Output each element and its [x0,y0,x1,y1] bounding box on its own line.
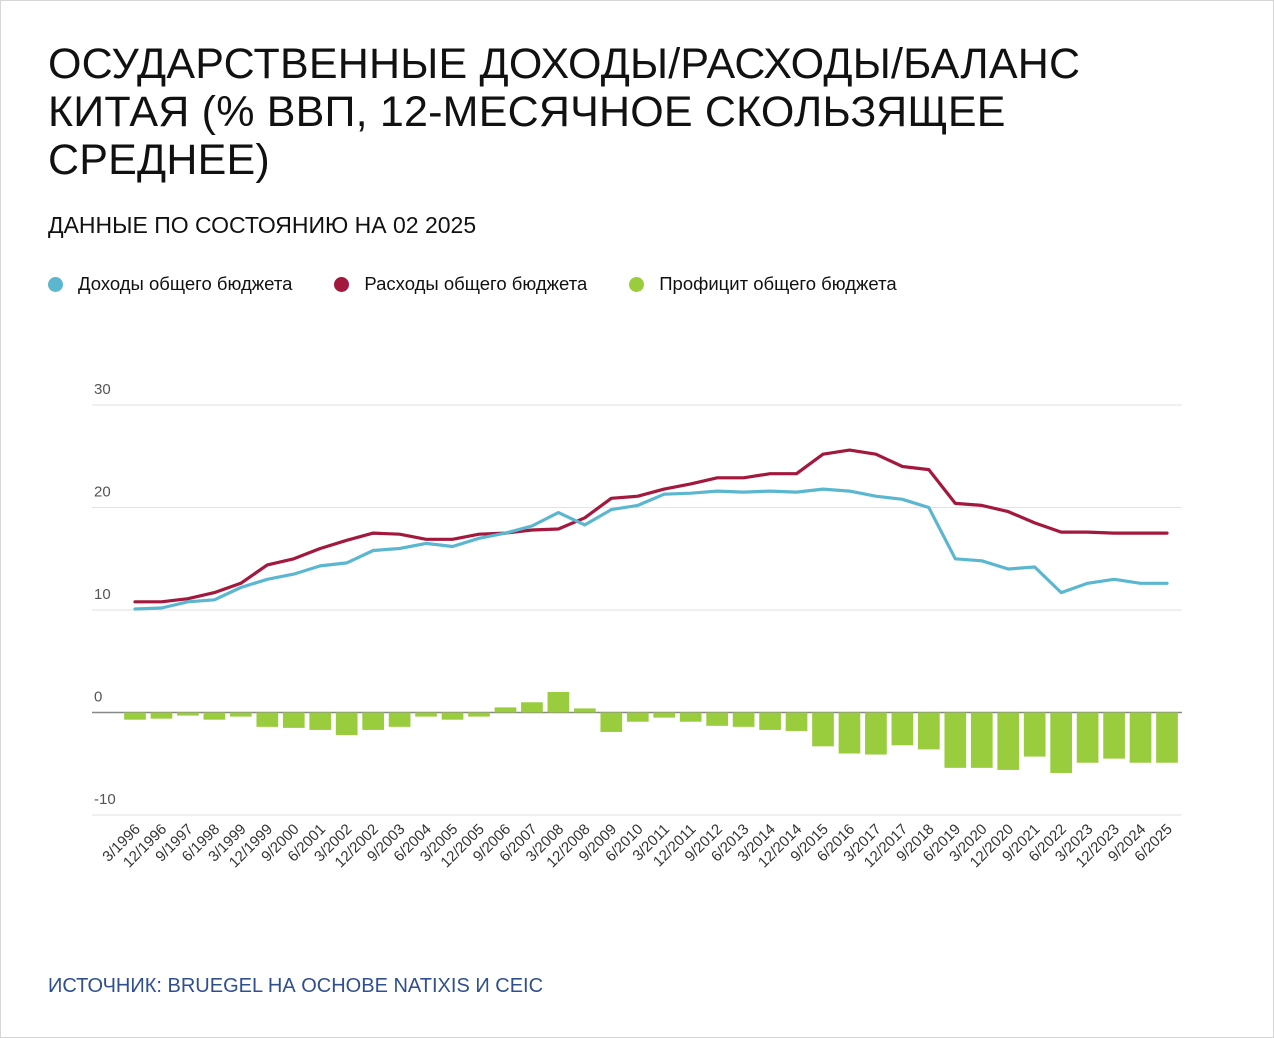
y-tick-label: 30 [94,381,111,398]
chart-title: ОСУДАРСТВЕННЫЕ ДОХОДЫ/РАСХОДЫ/БАЛАНС КИТ… [48,40,1081,184]
surplus-bar [494,707,517,713]
surplus-bar [124,712,146,720]
surplus-bar [521,702,543,713]
surplus-bar [944,712,967,768]
legend: Доходы общего бюджета Расходы общего бюд… [48,273,939,295]
surplus-bar [1103,712,1125,759]
surplus-bar [812,712,834,747]
surplus-bar [600,712,623,732]
expenditure-line [133,448,1169,604]
surplus-bar [785,712,808,731]
surplus-bar [335,712,358,736]
surplus-bar [1129,712,1152,763]
legend-dot-surplus [629,276,645,292]
surplus-bar [865,712,887,755]
legend-label-surplus: Профицит общего бюджета [659,273,897,294]
surplus-bar [547,692,570,713]
source-note: ИСТОЧНИК: BRUEGEL НА ОСНОВЕ NATIXIS И CE… [48,975,544,997]
legend-dot-expenditure [334,276,350,292]
surplus-bar [997,712,1020,770]
surplus-bar [415,712,437,717]
surplus-bar [626,712,649,722]
surplus-bar [1156,712,1178,763]
surplus-bar [282,712,305,728]
surplus-bar [573,708,596,713]
legend-dot-revenue [48,276,63,292]
legend-item-surplus: Профицит общего бюджета [629,273,897,295]
surplus-bar [838,712,861,754]
surplus-bar [653,712,676,718]
surplus-bar [1050,712,1073,773]
surplus-bar [203,712,226,720]
y-tick-label: 20 [94,484,111,501]
y-tick-label: -10 [94,791,116,808]
surplus-bar [891,712,914,746]
y-tick-label: 10 [94,586,111,603]
surplus-bar [732,712,755,727]
surplus-bar [917,712,940,750]
legend-item-expenditure: Расходы общего бюджета [334,273,587,295]
surplus-bar [706,712,729,726]
surplus-bar [1023,712,1046,757]
surplus-bar [388,712,411,727]
surplus-bar [362,712,385,730]
chart-subtitle: ДАННЫЕ ПО СОСТОЯНИЮ НА 02 2025 [48,212,477,238]
surplus-bar [309,712,332,730]
surplus-bar [759,712,781,730]
surplus-bar [150,712,173,719]
surplus-bar [1076,712,1099,763]
surplus-bar [441,712,464,720]
surplus-bar [970,712,993,768]
legend-item-revenue: Доходы общего бюджета [48,273,292,295]
revenue-line [133,487,1169,611]
y-tick-label: 0 [94,689,102,706]
legend-label-expenditure: Расходы общего бюджета [364,273,588,294]
surplus-bar [468,712,490,717]
surplus-bar [177,712,199,716]
surplus-bar [256,712,279,727]
legend-label-revenue: Доходы общего бюджета [78,273,293,294]
surplus-bar [679,712,702,722]
surplus-bar [229,712,252,717]
